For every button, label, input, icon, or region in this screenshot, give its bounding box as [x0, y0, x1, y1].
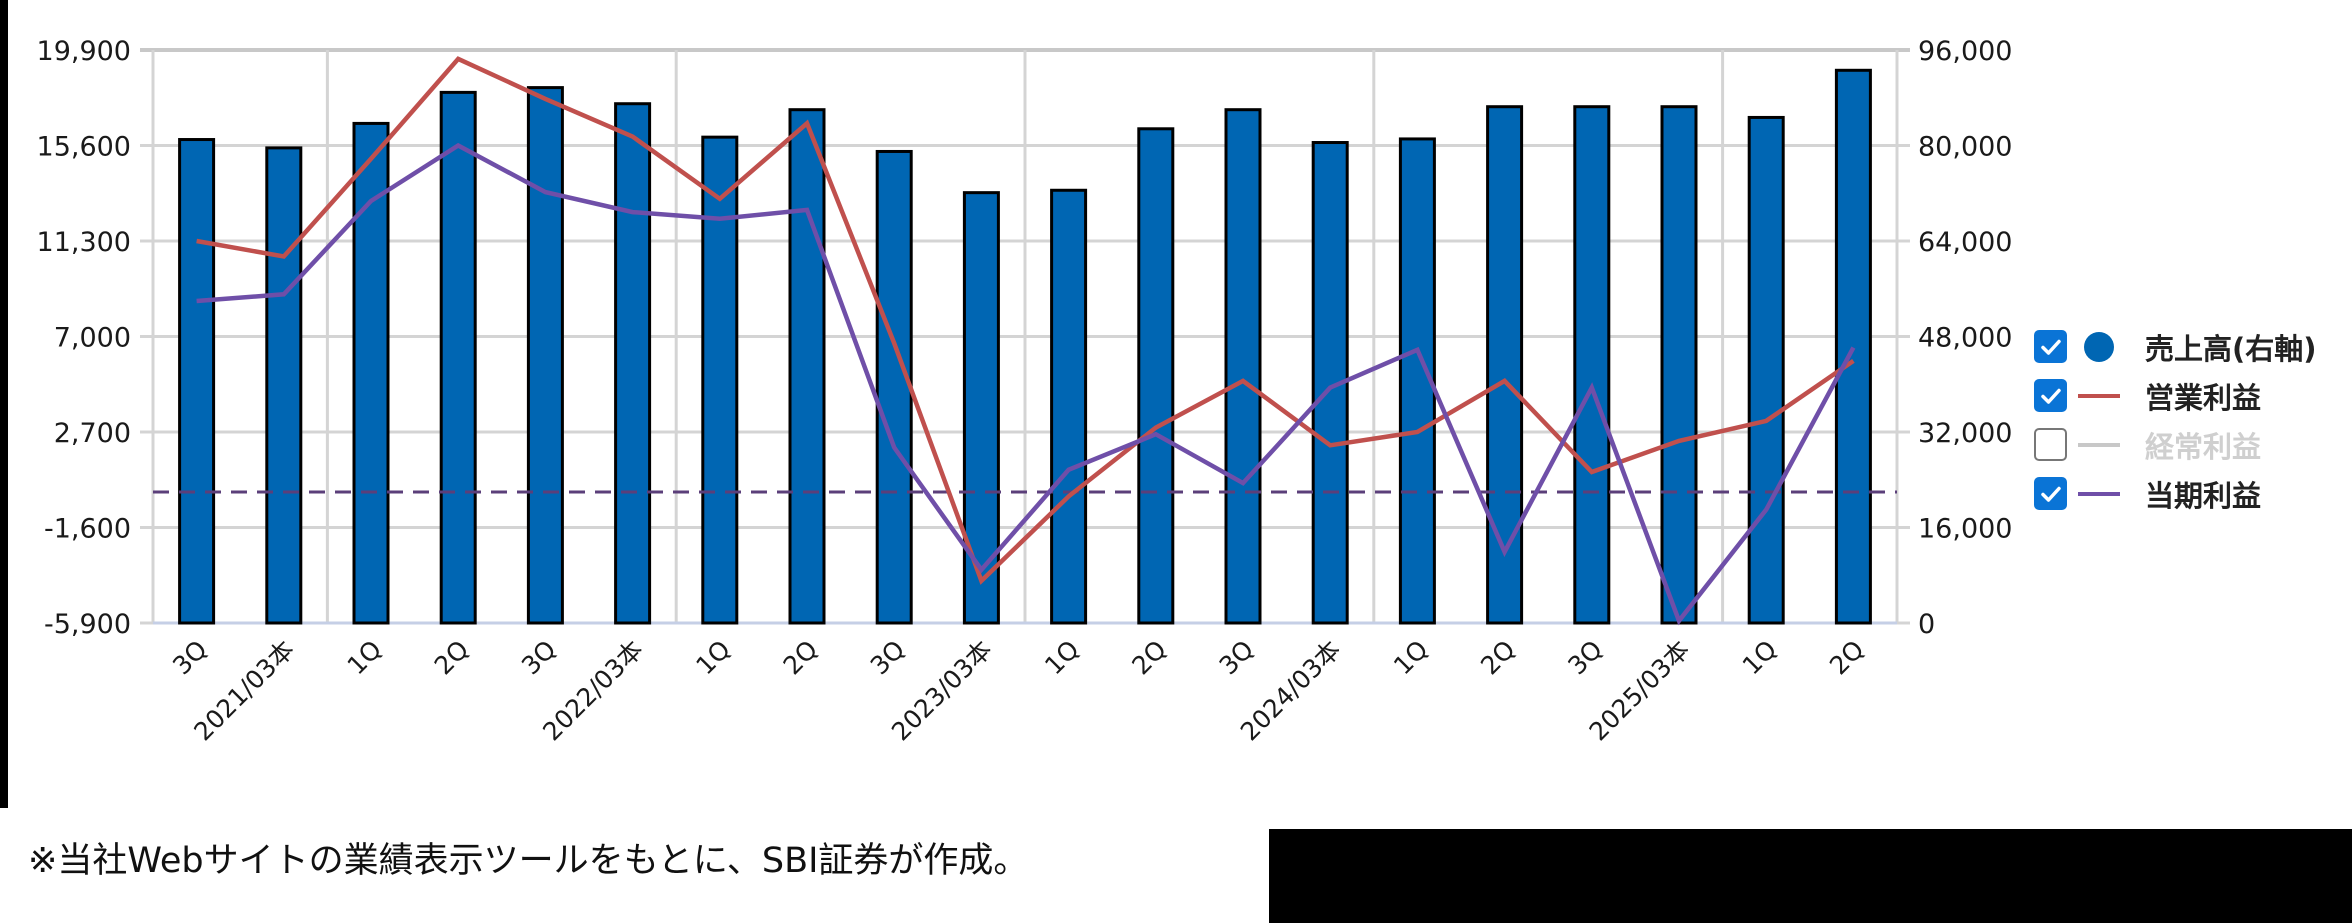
checkbox-checked[interactable]	[2034, 477, 2067, 510]
circle-marker-icon	[2073, 331, 2125, 362]
x-axis-category-label: 1Q	[1039, 635, 1085, 681]
x-axis-category-label: 1Q	[1388, 635, 1434, 681]
revenue-bar	[1834, 68, 1872, 625]
source-footnote: ※当社Webサイトの業績表示ツールをもとに、SBI証券が作成。	[28, 841, 1029, 881]
x-axis-category-label: 2Q	[1824, 635, 1870, 681]
x-axis-category-label: 1Q	[690, 635, 736, 681]
x-axis-category-label: 2Q	[429, 635, 475, 681]
legend-item-revenue[interactable]: 売上高(右軸)	[2034, 322, 2317, 371]
revenue-bar	[1660, 105, 1698, 625]
line-marker-icon	[2073, 381, 2125, 411]
legend-label: 営業利益	[2145, 380, 2262, 415]
x-axis-category-label: 3Q	[865, 635, 911, 681]
legend-label: 経常利益	[2145, 429, 2262, 464]
right-axis-tick-label: 48,000	[1918, 323, 2012, 354]
revenue-bar	[1050, 188, 1088, 625]
revenue-bars	[153, 68, 1897, 625]
checkbox-checked[interactable]	[2034, 330, 2067, 363]
right-axis-tick-label: 32,000	[1918, 418, 2012, 449]
left-axis-tick-label: 2,700	[54, 418, 131, 449]
revenue-bar	[788, 108, 826, 625]
revenue-bar	[1137, 127, 1175, 625]
x-axis-category-label: 2Q	[778, 635, 824, 681]
x-axis-category-label: 1Q	[1737, 635, 1783, 681]
right-axis-tick-label: 96,000	[1918, 36, 2012, 67]
legend: 売上高(右軸) 営業利益 経常利益 当期利益	[2034, 322, 2317, 518]
x-axis-category-label: 3Q	[516, 635, 562, 681]
legend-item-net-profit[interactable]: 当期利益	[2034, 469, 2317, 518]
series-line	[196, 142, 1856, 626]
right-axis-tick-label: 0	[1918, 609, 1935, 640]
revenue-bar	[1486, 105, 1524, 625]
left-edge-strip	[0, 0, 8, 808]
left-axis-tick-label: 11,300	[37, 227, 131, 258]
gridlines	[140, 48, 1910, 625]
right-axis-tick-label: 64,000	[1918, 227, 2012, 258]
checkmark-icon	[2040, 339, 2061, 355]
checkmark-icon	[2040, 486, 2061, 502]
revenue-bar	[701, 135, 739, 625]
revenue-bar	[614, 102, 652, 625]
checkbox-checked[interactable]	[2034, 379, 2067, 412]
left-axis-tick-label: -5,900	[44, 609, 131, 640]
revenue-bar	[178, 138, 216, 625]
line-marker-icon	[2073, 479, 2125, 509]
right-axis-tick-label: 16,000	[1918, 514, 2012, 545]
left-axis-tick-label: -1,600	[44, 514, 131, 545]
left-axis-tick-label: 19,900	[37, 36, 131, 67]
left-y-axis: 19,900 15,600 11,300 7,000 2,700 -1,600 -5,900	[37, 36, 131, 640]
profit-lines	[196, 56, 1856, 626]
x-axis-category-label: 3Q	[1214, 635, 1260, 681]
line-marker-icon	[2073, 430, 2125, 460]
legend-item-ordinary-profit[interactable]: 経常利益	[2034, 420, 2317, 469]
x-axis-category-label: 3Q	[167, 635, 213, 681]
checkbox-unchecked[interactable]	[2034, 428, 2067, 461]
revenue-bar	[1747, 115, 1785, 625]
revenue-bar	[265, 146, 303, 625]
revenue-bar	[875, 149, 913, 625]
x-axis-category-label: 1Q	[342, 635, 388, 681]
series-line	[196, 56, 1855, 585]
x-axis-category-label: 2Q	[1475, 635, 1521, 681]
revenue-bar	[439, 90, 477, 625]
revenue-bar	[1224, 108, 1262, 625]
revenue-bar	[1573, 105, 1611, 625]
revenue-bar	[526, 86, 564, 625]
legend-item-operating-profit[interactable]: 営業利益	[2034, 371, 2317, 420]
x-axis-category-label: 3Q	[1562, 635, 1608, 681]
legend-label: 売上高(右軸)	[2145, 331, 2317, 366]
revenue-bar	[962, 191, 1000, 625]
right-y-axis: 96,000 80,000 64,000 48,000 32,000 16,000 0	[1918, 36, 2012, 640]
revenue-bar	[352, 121, 390, 625]
x-axis-category-label: 2Q	[1126, 635, 1172, 681]
legend-label: 当期利益	[2145, 478, 2262, 513]
chart-plot: 19,900 15,600 11,300 7,000 2,700 -1,600 -5,900…	[37, 36, 2013, 747]
left-axis-tick-label: 7,000	[54, 323, 131, 354]
right-axis-tick-label: 80,000	[1918, 132, 2012, 163]
redaction-box	[1269, 829, 2352, 923]
left-axis-tick-label: 15,600	[37, 132, 131, 163]
checkmark-icon	[2040, 388, 2061, 404]
